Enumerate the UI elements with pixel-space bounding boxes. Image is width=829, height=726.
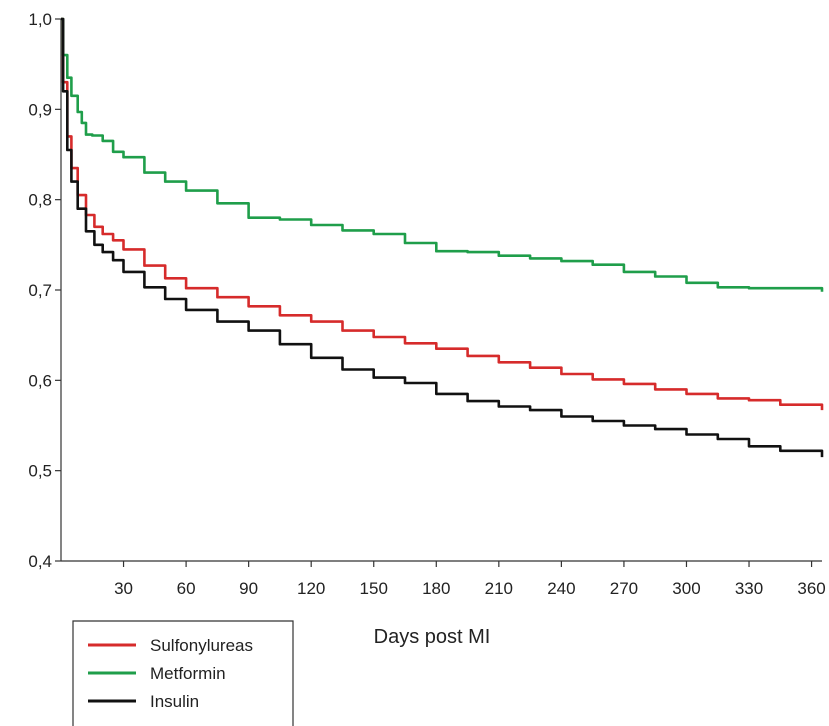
plot-frame	[60, 19, 822, 562]
x-tick-label: 360	[797, 579, 825, 598]
y-tick-label: 0,5	[28, 462, 52, 481]
series-line-insulin	[61, 17, 824, 458]
x-tick-label: 330	[735, 579, 763, 598]
y-tick-label: 1,0	[28, 10, 52, 29]
x-tick-label: 90	[239, 579, 258, 598]
legend-label: Metformin	[150, 664, 226, 683]
x-tick-label: 270	[610, 579, 638, 598]
y-tick-label: 0,9	[28, 100, 52, 119]
x-tick-label: 240	[547, 579, 575, 598]
legend-box	[72, 620, 294, 726]
x-tick-label: 30	[114, 579, 133, 598]
legend-label: Sulfonylureas	[150, 636, 253, 655]
legend: Sulfonylureas Metformin Insulin	[72, 620, 294, 726]
x-tick-label: 300	[672, 579, 700, 598]
x-axis-ticks: 30 60 90 120 150 180 210 240 270 300 330 360	[114, 561, 826, 598]
y-axis-ticks: 0,4 0,5 0,6 0,7 0,8 0,9 1,0	[28, 10, 61, 571]
y-tick-label: 0,6	[28, 371, 52, 390]
series-layer	[61, 17, 824, 458]
x-tick-label: 150	[360, 579, 388, 598]
x-axis-title: Days post MI	[374, 626, 491, 648]
series-line-sulfonylureas	[61, 17, 824, 411]
y-tick-label: 0,4	[28, 552, 52, 571]
x-tick-label: 210	[485, 579, 513, 598]
x-tick-label: 180	[422, 579, 450, 598]
y-tick-label: 0,8	[28, 191, 52, 210]
x-tick-label: 120	[297, 579, 325, 598]
series-line-metformin	[61, 17, 824, 292]
legend-label: Insulin	[150, 692, 199, 711]
x-tick-label: 60	[177, 579, 196, 598]
y-tick-label: 0,7	[28, 281, 52, 300]
